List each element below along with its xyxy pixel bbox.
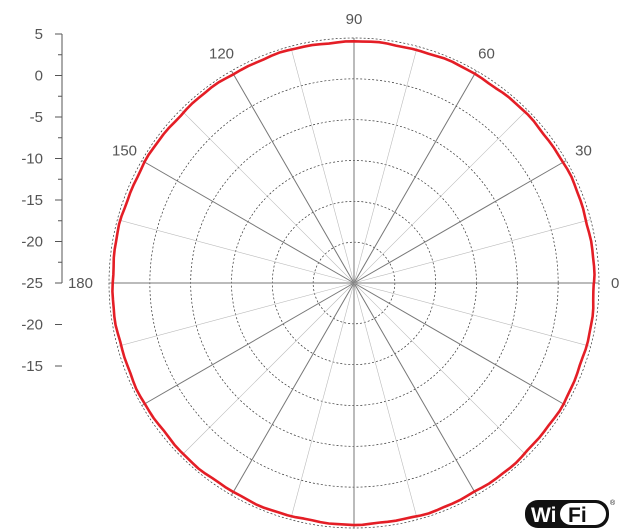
angle-tick-label: 120 (209, 46, 234, 63)
minor-spoke (353, 282, 418, 520)
minor-spoke (353, 282, 591, 347)
radial-tick-label: -20 (21, 317, 43, 334)
trace-layer (111, 39, 596, 527)
polar-grid (108, 37, 600, 529)
angle-tick-label: 30 (575, 143, 592, 160)
wifi-logo-fi: Fi (568, 504, 587, 527)
major-spoke (141, 160, 355, 284)
radial-tick-label: 0 (35, 68, 43, 85)
radial-tick-label: -15 (21, 192, 43, 209)
wifi-logo: Wi Fi ® (525, 499, 616, 528)
minor-spoke (353, 219, 591, 284)
minor-spoke (180, 109, 355, 284)
radial-tick-label: -25 (21, 275, 43, 292)
radial-tick-labels: 5 0 -5 -10 -15 -20 -25 -20 -15 (21, 26, 43, 375)
major-spoke (353, 282, 477, 496)
angle-tick-label: 90 (346, 11, 363, 28)
radial-tick-label: -10 (21, 151, 43, 168)
major-spoke (231, 282, 355, 496)
wifi-logo-wi: Wi (531, 504, 556, 527)
major-spoke (231, 70, 355, 284)
minor-spoke (117, 282, 355, 347)
radial-axis (55, 33, 63, 367)
radial-tick-label: -5 (30, 109, 43, 126)
angle-tick-label: 180 (68, 275, 93, 292)
radial-tick-label: -20 (21, 234, 43, 251)
major-spoke (353, 70, 477, 284)
minor-spoke (353, 109, 528, 284)
major-spoke (141, 282, 355, 406)
minor-spoke (353, 282, 528, 457)
major-spoke (353, 160, 567, 284)
wifi-logo-inner (560, 503, 606, 525)
major-spoke (353, 282, 567, 406)
minor-spoke (117, 219, 355, 284)
minor-spoke (290, 282, 355, 520)
angle-tick-label: 60 (478, 46, 495, 63)
registered-mark: ® (610, 499, 616, 507)
series-trace (111, 39, 596, 527)
angle-tick-label: 0 (611, 275, 619, 292)
radial-tick-label: 5 (35, 26, 43, 43)
radial-tick-label: -15 (21, 358, 43, 375)
minor-spoke (353, 46, 418, 284)
angle-tick-label: 150 (112, 143, 137, 160)
minor-spoke (180, 282, 355, 457)
minor-spoke (290, 46, 355, 284)
angle-tick-labels: 0 30 60 90 120 150 180 (68, 11, 619, 292)
